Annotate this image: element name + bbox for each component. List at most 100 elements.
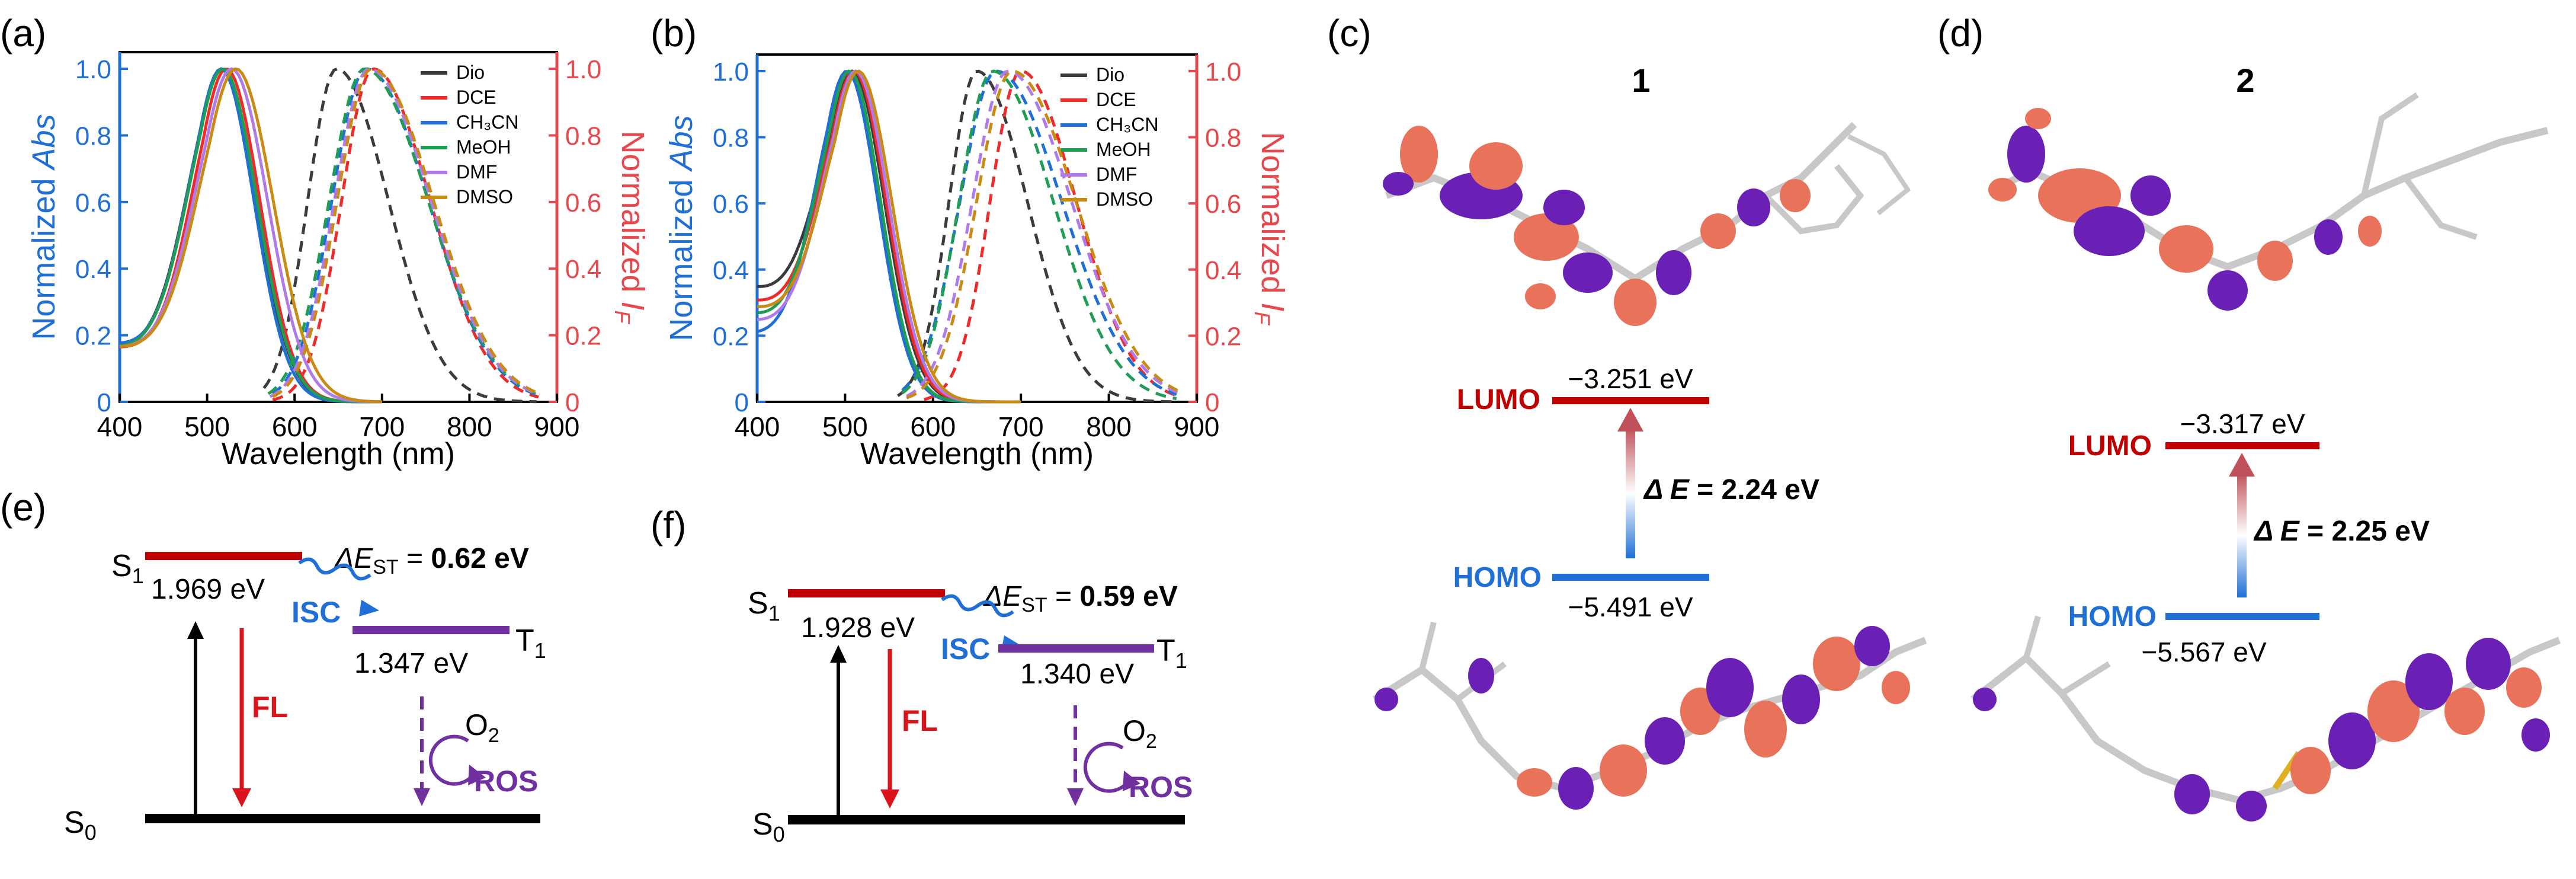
homo-orbital-image-2 [1971, 615, 2561, 822]
panel-label-f: (f) [651, 504, 686, 546]
y-right-tick-label: 0.6 [565, 188, 601, 218]
legend-label: DMF [1096, 164, 1137, 185]
x-axis-label: Wavelength (nm) [222, 437, 455, 471]
y-right-tick-label: 0.4 [565, 255, 601, 284]
y-right-tick-label: 1.0 [565, 55, 601, 84]
y-right-tick-label: 1.0 [1205, 57, 1241, 87]
y-right-tick-label: 0.2 [565, 322, 601, 351]
pl-line-dio [896, 69, 1180, 404]
gap-arrow-d [2237, 473, 2247, 597]
x-tick-label: 700 [359, 411, 405, 442]
o2-label-f: O2 [1123, 714, 1157, 753]
pl-line-meoh [901, 69, 1177, 400]
y-left-axis-label: Normalized Abs [26, 114, 62, 340]
legend-label: DMF [456, 161, 497, 183]
pl-line-dmf [269, 67, 540, 398]
x-tick-label: 600 [272, 411, 318, 442]
ros-label-e: ROS [474, 765, 538, 798]
legend-label: DCE [456, 87, 496, 108]
x-tick-label: 800 [1086, 411, 1132, 442]
panel-label-e: (e) [0, 486, 46, 529]
fl-label-e: FL [252, 691, 288, 724]
y-left-tick-label: 0.8 [713, 124, 749, 153]
lumo-energy-c: −3.251 eV [1568, 363, 1693, 394]
panel-label-a: (a) [0, 12, 46, 55]
legend-label: MeOH [1096, 139, 1151, 160]
y-right-tick-label: 0 [565, 388, 579, 417]
pl-line-dmso [906, 69, 1178, 399]
abs-line-dmso [757, 69, 1021, 404]
x-tick-label: 400 [735, 411, 780, 442]
gap-arrowhead-d [2229, 453, 2255, 477]
ros-arrowhead-f [1067, 788, 1084, 806]
isc-arrowhead-e [359, 600, 379, 616]
o2-curve-e [428, 734, 476, 786]
isc-label-f: ISC [941, 632, 990, 666]
y-right-tick-label: 0 [1205, 388, 1219, 417]
pl-line-chcn [901, 69, 1177, 396]
absorption-arrowhead-e [187, 621, 204, 639]
fl-label-f: FL [902, 704, 938, 737]
panel-label-d: (d) [1937, 12, 1984, 55]
s0-label-e: S0 [64, 806, 97, 845]
abs-line-meoh [119, 68, 382, 404]
y-left-tick-label: 0 [97, 388, 111, 417]
homo-orbital-image-1 [1372, 621, 1927, 810]
abs-line-dmf [119, 67, 382, 404]
x-tick-label: 500 [822, 411, 868, 442]
legend-label: CH₃CN [1096, 114, 1158, 135]
fl-arrowhead-f [880, 789, 899, 808]
y-right-tick-label: 0.2 [1205, 322, 1241, 351]
y-left-tick-label: 1.0 [75, 55, 111, 84]
ros-arrowhead-e [414, 788, 430, 806]
lumo-orbital-image-2 [1988, 92, 2549, 311]
legend-label: DMSO [456, 186, 513, 207]
y-right-tick-label: 0.8 [1205, 124, 1241, 153]
legend-label: MeOH [456, 136, 511, 158]
pl-line-dmf [906, 69, 1178, 398]
y-left-axis-label: Normalized Abs [664, 115, 699, 341]
x-tick-label: 600 [910, 411, 956, 442]
homo-label-d: HOMO [2068, 601, 2157, 632]
x-tick-label: 900 [1174, 411, 1220, 442]
isc-label-e: ISC [291, 596, 341, 629]
jablonski-diagram-f: S1 1.928 eV ΔEST = 0.59 eV ISC T1 1.340 … [748, 581, 1193, 846]
s0-label-f: S0 [752, 807, 785, 846]
legend-label: DMSO [1096, 188, 1153, 210]
o2-arrowhead-f [1123, 771, 1140, 791]
t1-label-e: T1 [515, 624, 546, 663]
abs-line-dio [757, 69, 1021, 404]
s1-energy-e: 1.969 eV [151, 574, 265, 605]
pl-line-chcn [271, 67, 539, 397]
spectra-chart-b: 400 500 600 700 800 90000.20.40.60.81.000.20.… [664, 53, 1290, 471]
x-axis-label: Wavelength (nm) [860, 437, 1094, 471]
panel-label-c: (c) [1327, 12, 1372, 55]
fl-arrowhead-e [232, 788, 251, 807]
y-left-tick-label: 1.0 [713, 57, 749, 87]
s1-energy-f: 1.928 eV [801, 612, 915, 644]
lumo-orbital-image-1 [1383, 122, 1911, 326]
gap-arrowhead-c [1617, 408, 1643, 431]
gap-label-c: Δ E = 2.24 eV [1643, 474, 1819, 506]
legend-label: CH₃CN [456, 111, 518, 133]
y-left-tick-label: 0.4 [75, 255, 111, 284]
absorption-arrowhead-f [830, 645, 847, 663]
legend-label: Dio [1096, 64, 1124, 85]
abs-line-dmso [119, 67, 382, 404]
orbital-diagram-d: 2 LUMO −3.317 eV Δ E = 2.25 eV HOMO −5.5… [1971, 62, 2561, 822]
molecule-label-2: 2 [2236, 62, 2254, 99]
y-right-axis-label: Normalized IF [610, 130, 651, 324]
x-tick-label: 500 [184, 411, 230, 442]
legend-label: Dio [456, 62, 485, 83]
t1-label-f: T1 [1156, 634, 1187, 673]
s1-label-f: S1 [748, 586, 780, 625]
y-right-tick-label: 0.6 [1205, 190, 1241, 219]
x-tick-label: 400 [97, 411, 143, 442]
y-left-tick-label: 0.4 [713, 256, 749, 285]
x-tick-label: 800 [447, 411, 492, 442]
legend-label: DCE [1096, 89, 1136, 110]
t1-energy-e: 1.347 eV [354, 648, 468, 679]
y-left-tick-label: 0 [735, 388, 749, 417]
t1-energy-f: 1.340 eV [1020, 659, 1134, 690]
jablonski-diagram-e: S1 1.969 eV ΔEST = 0.62 eV ISC T1 1.347 … [64, 543, 546, 845]
